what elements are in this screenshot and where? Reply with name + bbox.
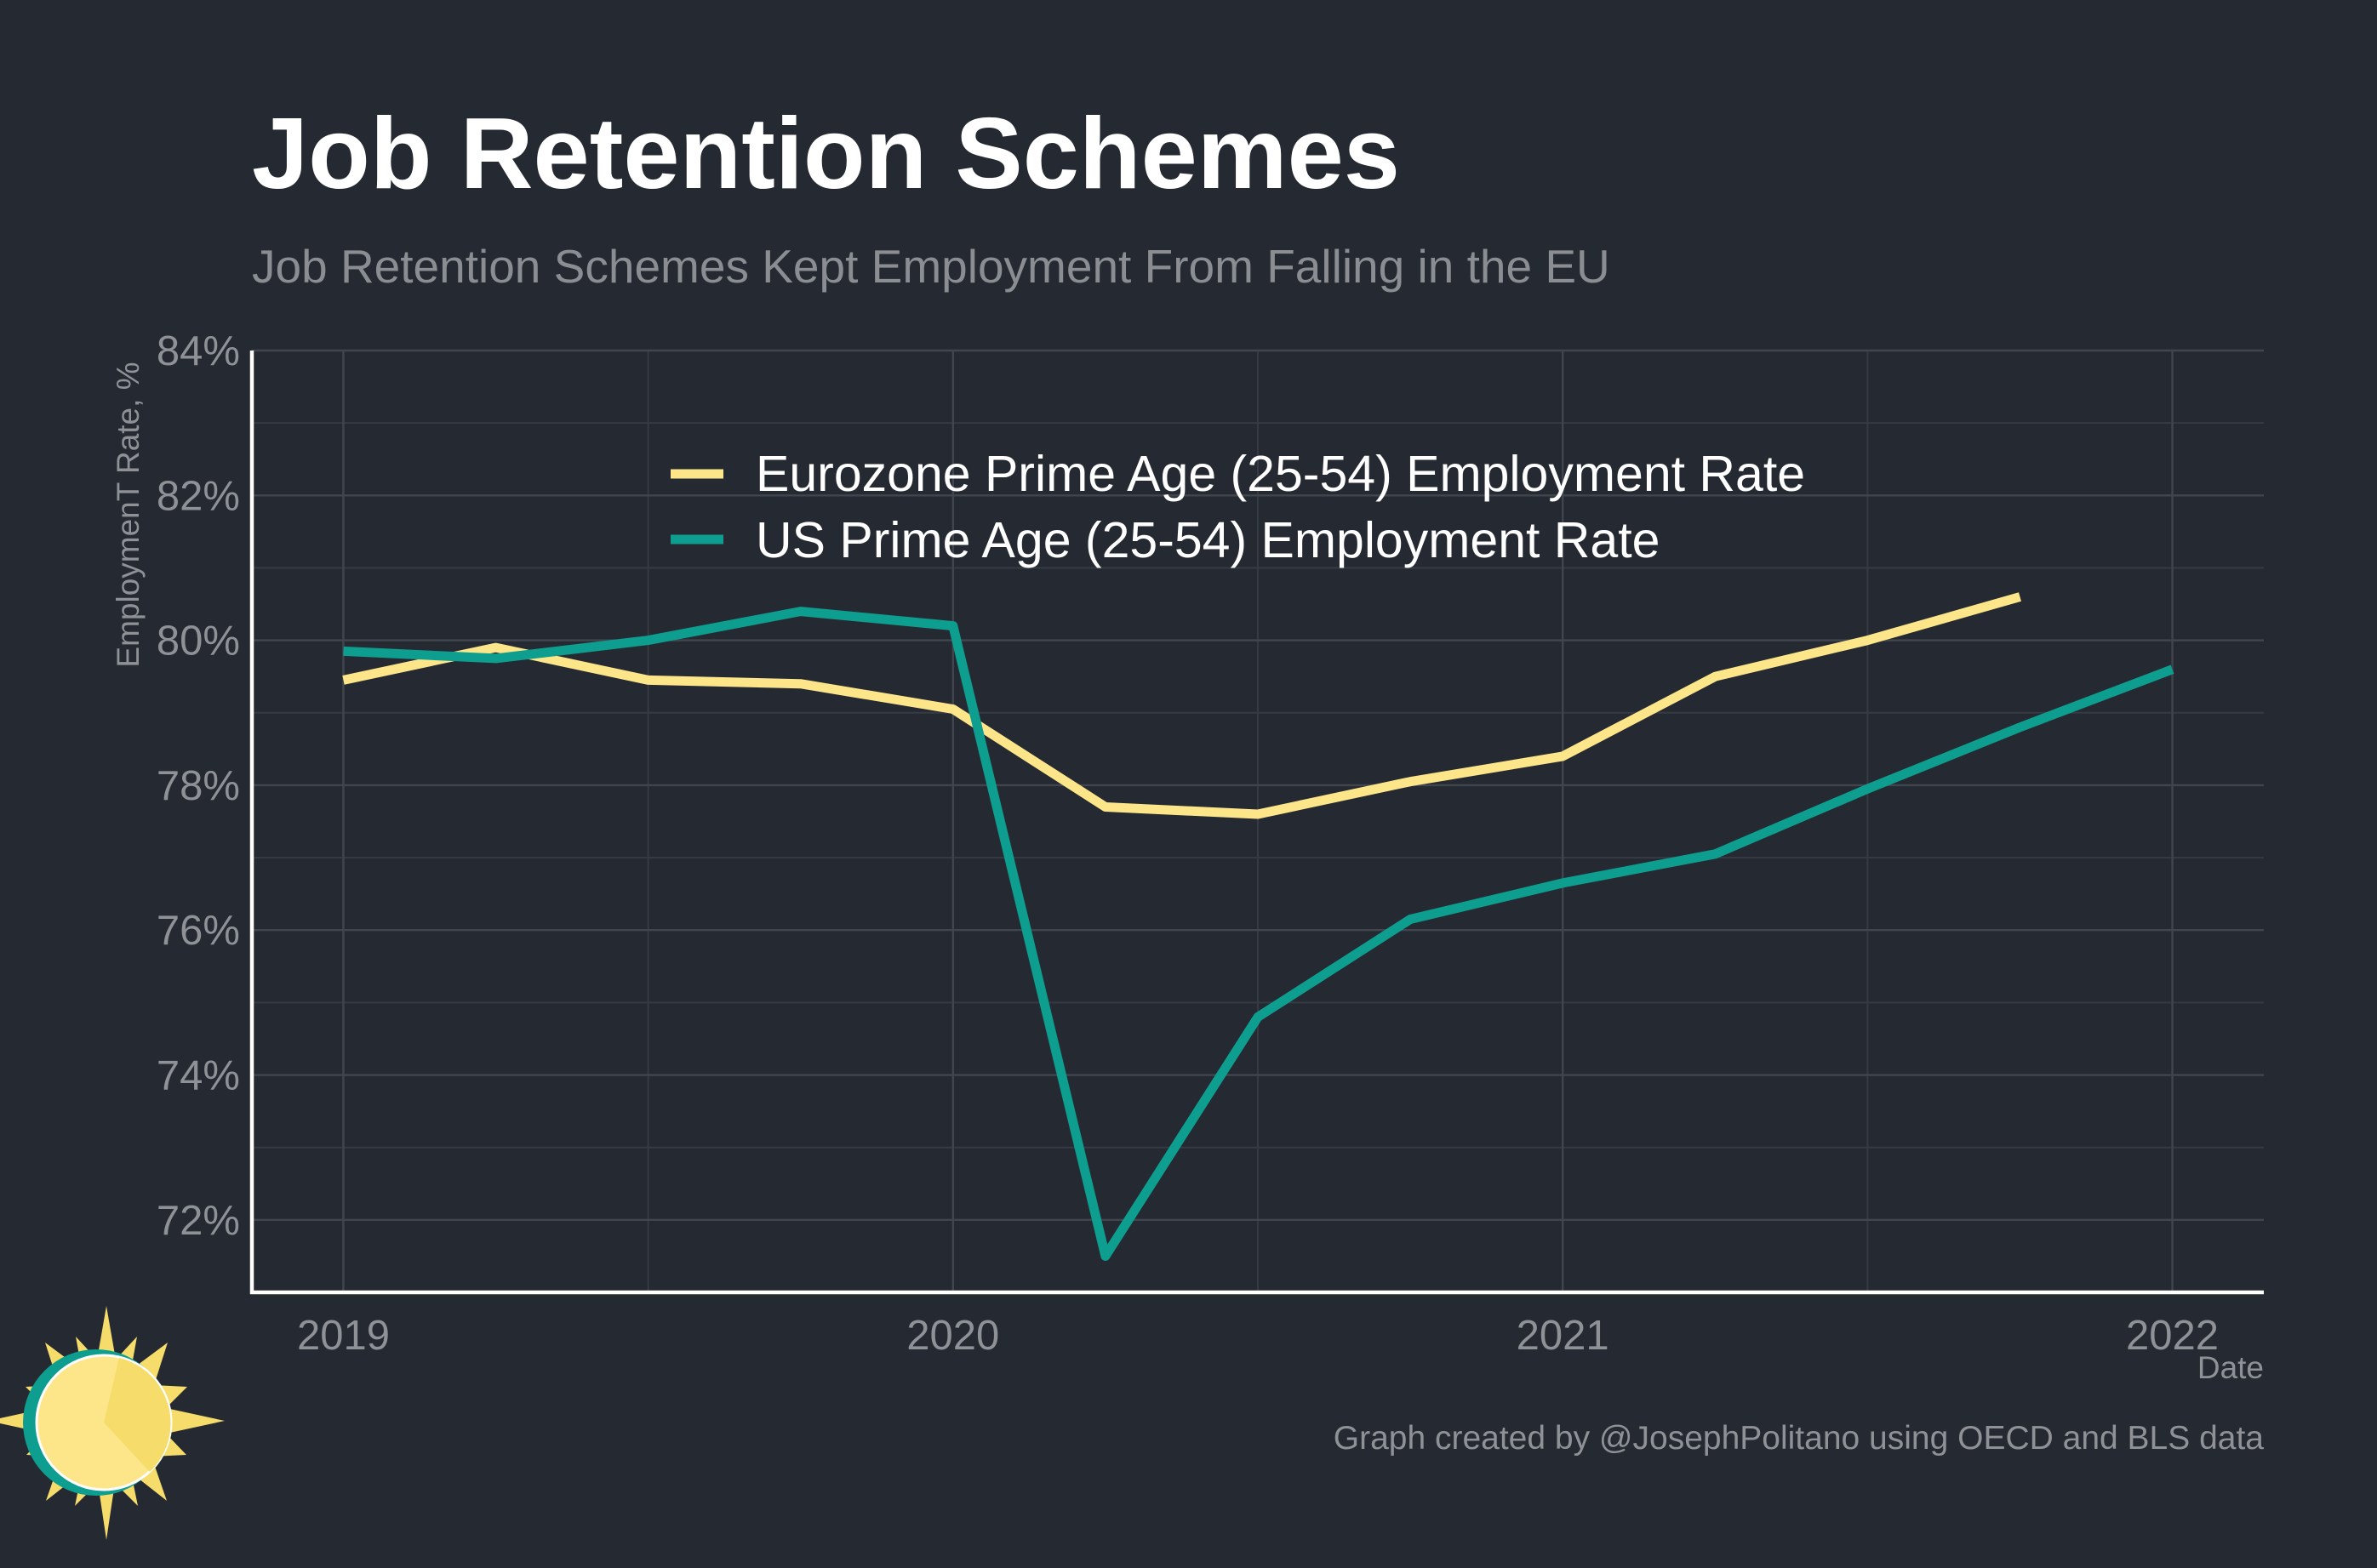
legend: Eurozone Prime Age (25-54) Employment Ra…	[671, 446, 1805, 568]
y-tick-label: 82%	[157, 473, 240, 519]
y-tick-label: 78%	[157, 763, 240, 809]
series-line-1	[343, 607, 2174, 1261]
x-tick-label: 2022	[2126, 1313, 2219, 1359]
y-tick-labels: 72% 74% 76% 78% 80% 82% 84%	[157, 328, 240, 1244]
x-tick-labels: 2019 2020 2021 2022	[297, 1313, 2219, 1359]
chart-title: Job Retention Schemes	[252, 97, 1400, 210]
series-lines	[342, 592, 2174, 1261]
sun-clock-icon	[0, 1306, 225, 1540]
clock-wedge	[104, 1358, 171, 1472]
gridlines	[252, 349, 2264, 1292]
y-tick-label: 72%	[157, 1198, 240, 1244]
chart-caption: Graph created by @JosephPolitano using O…	[1334, 1420, 2265, 1457]
y-tick-label: 80%	[157, 619, 240, 664]
x-tick-label: 2021	[1517, 1313, 1609, 1359]
series-line-0	[342, 592, 2022, 819]
y-tick-label: 76%	[157, 908, 240, 954]
x-axis-title: Date	[2197, 1350, 2264, 1385]
chart-subtitle: Job Retention Schemes Kept Employment Fr…	[252, 240, 1610, 293]
y-axis-title: EmploymenT Rate, %	[111, 362, 146, 667]
legend-label-us: US Prime Age (25-54) Employment Rate	[756, 512, 1660, 568]
x-tick-label: 2019	[297, 1313, 390, 1359]
y-tick-label: 84%	[157, 328, 240, 374]
y-tick-label: 74%	[157, 1053, 240, 1099]
legend-label-eurozone: Eurozone Prime Age (25-54) Employment Ra…	[756, 446, 1805, 502]
x-tick-label: 2020	[906, 1313, 999, 1359]
